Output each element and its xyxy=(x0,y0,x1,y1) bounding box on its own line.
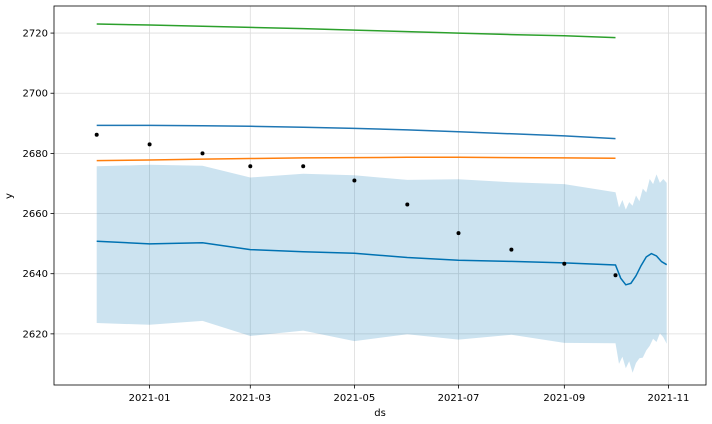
y-axis-ticks: 2620 2640 2660 2680 2700 2720 xyxy=(23,29,54,340)
uncertainty-band-layer xyxy=(96,164,667,373)
x-tick-label: 2021-11 xyxy=(648,393,690,404)
blue-series-line xyxy=(96,124,616,140)
series-lines-layer xyxy=(96,23,668,286)
x-tick-label: 2021-01 xyxy=(129,393,171,404)
grid-lines xyxy=(54,6,706,385)
y-tick-label: 2700 xyxy=(23,89,48,100)
observed-point xyxy=(301,164,306,169)
x-axis-ticks: 2021-01 2021-03 2021-05 2021-07 2021-09 2021-… xyxy=(129,385,690,404)
observed-point xyxy=(147,142,152,147)
observed-point xyxy=(352,178,357,183)
y-tick-label: 2640 xyxy=(23,269,48,280)
orange-series-line xyxy=(96,156,616,162)
y-tick-label: 2720 xyxy=(23,29,48,40)
x-axis-title: ds xyxy=(374,408,386,419)
forecast-line xyxy=(96,240,668,286)
observed-point xyxy=(94,132,99,137)
y-tick-label: 2660 xyxy=(23,209,48,220)
x-tick-label: 2021-03 xyxy=(229,393,271,404)
observed-point xyxy=(613,273,618,278)
green-series-line xyxy=(96,23,616,39)
y-axis-title: y xyxy=(4,193,15,199)
x-tick-label: 2021-09 xyxy=(543,393,585,404)
observed-point xyxy=(248,164,253,169)
x-tick-label: 2021-07 xyxy=(438,393,480,404)
observed-point xyxy=(562,261,567,266)
observed-point xyxy=(456,231,461,236)
observed-points-layer xyxy=(94,132,618,278)
uncertainty-band xyxy=(96,164,667,373)
x-tick-label: 2021-05 xyxy=(333,393,375,404)
plot-area xyxy=(54,6,706,385)
observed-point xyxy=(405,202,410,207)
plot-frame xyxy=(53,5,707,386)
y-tick-label: 2680 xyxy=(23,149,48,160)
observed-point xyxy=(200,151,205,156)
y-tick-label: 2620 xyxy=(23,329,48,340)
observed-point xyxy=(509,247,514,252)
